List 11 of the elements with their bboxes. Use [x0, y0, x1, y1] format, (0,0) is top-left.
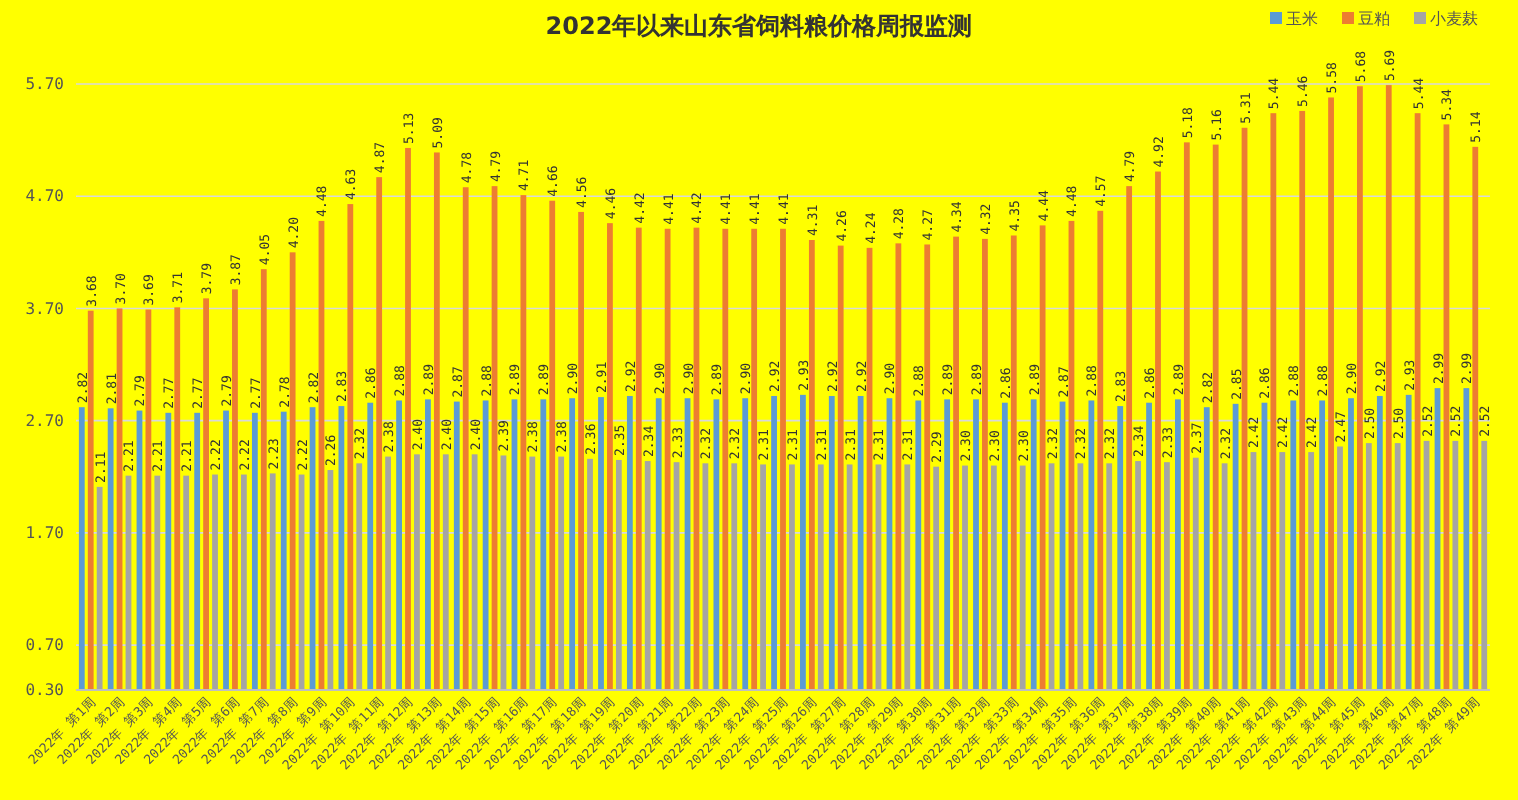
- y-tick-label: 0.70: [25, 636, 65, 655]
- y-tick-label: 1.70: [25, 524, 65, 543]
- y-tick-label: 0.30: [25, 681, 65, 700]
- y-tick-label: 3.70: [25, 299, 65, 318]
- legend-label: 小麦麸: [1430, 10, 1478, 28]
- y-tick-label: 4.70: [25, 187, 65, 206]
- legend-label: 豆粕: [1358, 10, 1390, 28]
- y-tick-label: 2.70: [25, 411, 65, 430]
- chart-title: 2022年以来山东省饲料粮价格周报监测: [545, 12, 973, 40]
- y-tick-label: 5.70: [25, 75, 65, 94]
- legend-label: 玉米: [1286, 10, 1318, 28]
